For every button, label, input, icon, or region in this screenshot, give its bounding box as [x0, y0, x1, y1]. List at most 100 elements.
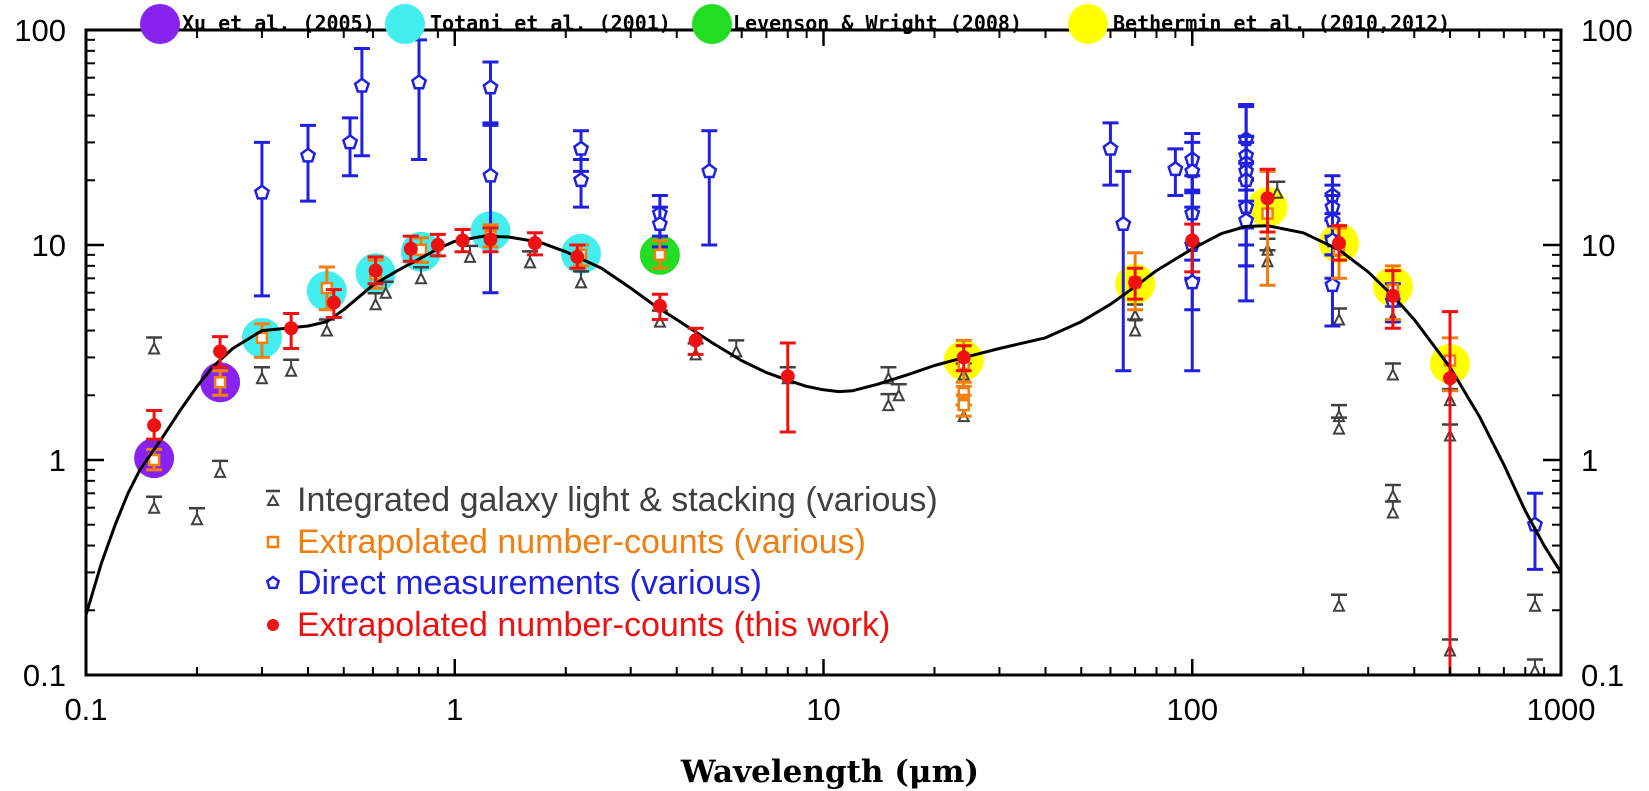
- lower-limit-triangle: [147, 341, 161, 355]
- bottom-legend-marker: [267, 619, 279, 631]
- y-tick-label-left: 10: [32, 228, 66, 263]
- this-work-point: [1185, 233, 1200, 248]
- y-tick-label-left: 1: [49, 443, 66, 478]
- direct-point: [482, 78, 499, 95]
- plot-area: [84, 38, 1563, 677]
- minor-ticks: [86, 30, 1561, 675]
- this-work-point: [956, 350, 971, 365]
- axes: [84, 28, 1563, 677]
- x-tick-label: 1: [446, 692, 463, 727]
- lower-limit-marker: [1384, 483, 1401, 503]
- direct-point: [253, 184, 271, 200]
- top-legend-swatch: [1068, 4, 1108, 44]
- lower-limit-triangle: [1332, 421, 1346, 435]
- x-tick-label: 0.1: [64, 692, 107, 727]
- direct-point: [572, 140, 590, 156]
- lower-limit-triangle: [1128, 323, 1142, 337]
- x-tick-label: 10: [806, 692, 840, 727]
- x-axis-label: Wavelength (μm): [680, 754, 979, 790]
- this-work-point: [147, 418, 162, 433]
- lower-limit-marker: [1269, 180, 1286, 199]
- direct-point: [1102, 140, 1119, 156]
- this-work-errorbar: [779, 341, 796, 434]
- bottom-legend-item: Extrapolated number-counts (various): [266, 523, 866, 561]
- lower-limit-triangle: [463, 249, 477, 263]
- lower-limit-triangle: [653, 314, 667, 328]
- lower-limit-triangle: [1332, 598, 1346, 612]
- lower-limit-triangle: [1270, 185, 1284, 199]
- lower-limit-triangle: [320, 323, 334, 337]
- y-tick-label-right: 10: [1581, 228, 1615, 263]
- lower-limit-marker: [1330, 593, 1347, 612]
- lower-limit-marker: [146, 336, 163, 355]
- y-tick-label-left: 0.1: [23, 658, 66, 693]
- lower-limit-triangle: [190, 512, 204, 526]
- lower-limit-marker: [146, 495, 163, 514]
- lower-limit-triangle: [414, 271, 428, 285]
- lower-limit-marker: [413, 266, 430, 285]
- direct-errorbar: [701, 129, 718, 247]
- this-work-point: [688, 333, 703, 348]
- this-work-point: [483, 232, 498, 247]
- extrapolated-point: [147, 453, 161, 467]
- top-legend-item: Xu et al. (2005): [140, 4, 375, 44]
- this-work-point: [1260, 191, 1275, 206]
- lower-limit-marker: [1330, 416, 1347, 435]
- top-legend: Xu et al. (2005) Totani et al. (2001) Leve…: [140, 4, 1450, 44]
- extrapolated-point: [957, 398, 970, 412]
- extrapolated-point: [213, 375, 227, 389]
- direct-errorbar: [411, 38, 428, 161]
- lower-limit-marker: [1384, 500, 1401, 519]
- bottom-legend: Integrated galaxy light & stacking (vari…: [265, 481, 938, 644]
- lower-limit-triangle: [1386, 505, 1400, 519]
- bottom-legend-label: Direct measurements (various): [297, 564, 762, 602]
- lower-limit-triangle: [284, 363, 298, 377]
- direct-point: [1184, 273, 1201, 290]
- bottom-legend-marker: [265, 575, 281, 590]
- this-work-point: [1128, 275, 1143, 290]
- direct-point: [701, 162, 718, 179]
- top-legend-swatch: [385, 4, 425, 44]
- direct-point: [341, 133, 359, 150]
- lower-limit-marker: [880, 392, 897, 412]
- lower-limit-triangle: [147, 500, 161, 514]
- lower-limit-triangle: [379, 285, 393, 299]
- model-curve: [84, 224, 1563, 616]
- direct-point: [1238, 211, 1255, 228]
- lower-limit-triangle: [881, 371, 896, 385]
- lower-limit-triangle: [1386, 367, 1400, 381]
- direct-point: [572, 171, 590, 188]
- top-legend-label: Xu et al. (2005): [182, 11, 375, 35]
- lower-limit-triangle: [368, 297, 383, 311]
- top-legend-swatch: [140, 4, 180, 44]
- lower-limit-marker: [1127, 318, 1144, 337]
- extrapolated-point: [653, 248, 667, 262]
- x-tick-label: 100: [1166, 692, 1218, 727]
- lower-limit-triangle: [255, 371, 269, 385]
- direct-errorbar: [1238, 188, 1255, 268]
- top-legend-label: Levenson & Wright (2008): [733, 11, 1022, 35]
- y-tick-label-right: 1: [1581, 443, 1598, 478]
- this-work-point: [284, 321, 299, 336]
- major-ticks: [84, 28, 1563, 677]
- y-tick-label-left: 100: [14, 13, 66, 48]
- direct-point: [353, 77, 371, 93]
- direct-point: [410, 73, 428, 90]
- top-legend-swatch: [692, 4, 732, 44]
- lower-limit-marker: [1526, 658, 1543, 677]
- top-legend-item: Bethermin et al. (2010,2012): [1068, 4, 1450, 44]
- top-legend-label: Totani et al. (2001): [430, 11, 671, 35]
- this-work-point: [1442, 371, 1457, 386]
- this-work-point: [1385, 288, 1400, 303]
- this-work-point: [455, 233, 470, 248]
- lower-limit-marker: [890, 383, 907, 402]
- direct-errorbar: [253, 140, 270, 298]
- lower-limit-marker: [189, 507, 206, 526]
- lower-limit-marker: [880, 366, 897, 385]
- this-work-point: [1331, 236, 1346, 251]
- direct-point: [1324, 276, 1341, 293]
- lower-limit-triangle: [574, 275, 588, 289]
- direct-point: [1115, 215, 1132, 232]
